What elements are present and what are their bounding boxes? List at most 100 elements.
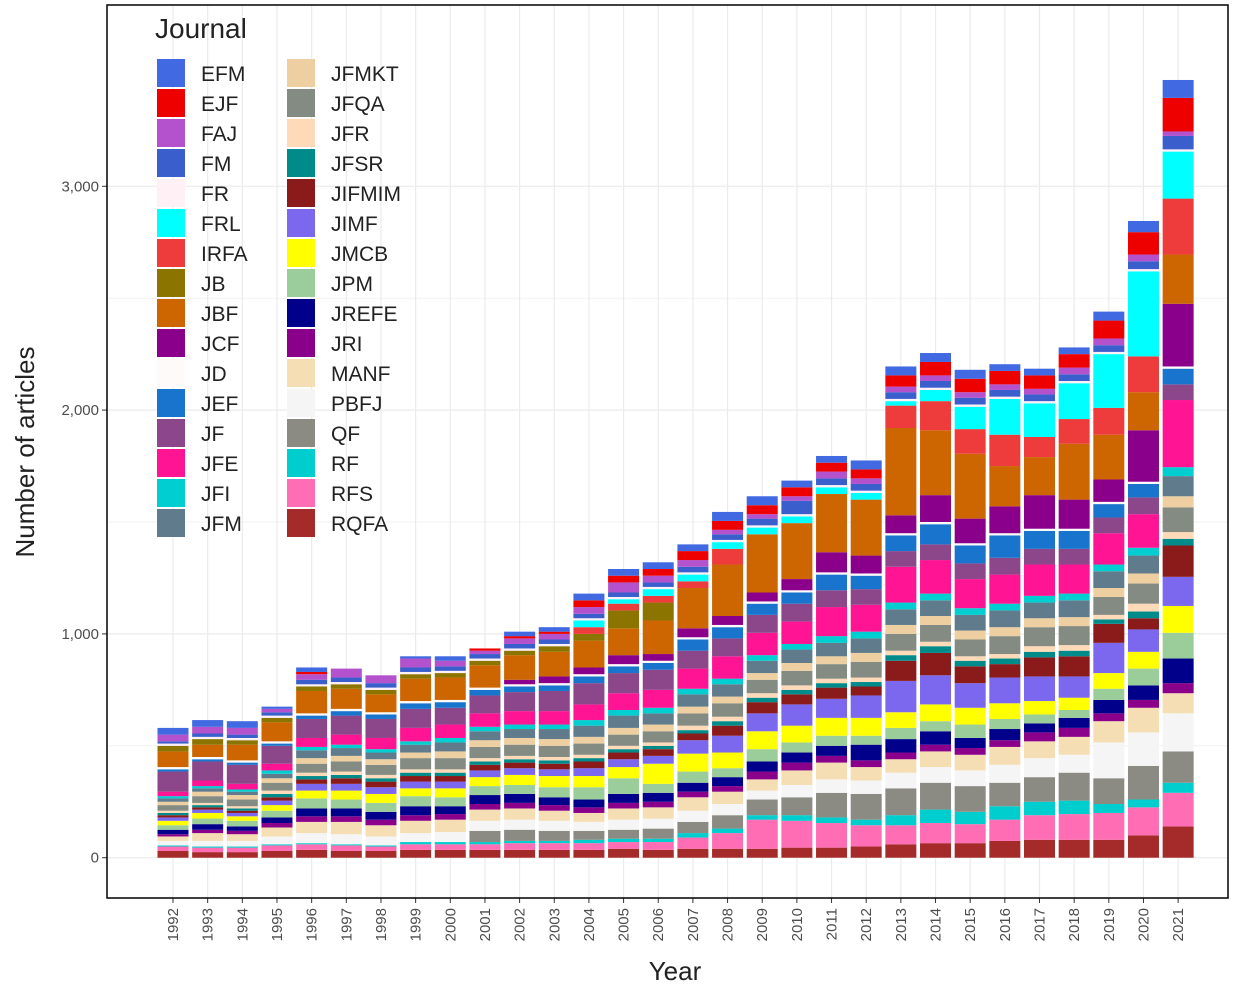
bar-segment — [538, 776, 570, 788]
legend-swatch — [157, 179, 185, 207]
bar-segment — [226, 810, 258, 813]
bar-segment — [608, 842, 640, 849]
bar-segment — [746, 527, 778, 535]
bar-segment — [261, 773, 293, 779]
bar-segment — [365, 802, 397, 812]
bar-segment — [538, 797, 570, 806]
bar-segment — [1162, 135, 1194, 150]
bar-segment — [261, 770, 293, 774]
bar-segment — [538, 769, 570, 777]
bar-segment — [850, 695, 882, 718]
bar-segment — [746, 693, 778, 698]
bar-segment — [816, 847, 848, 858]
bar-segment — [434, 707, 466, 725]
bar-segment — [885, 752, 917, 760]
bar-segment — [920, 624, 952, 642]
bar-segment — [192, 829, 224, 834]
bar-segment — [226, 791, 258, 796]
bar-segment — [677, 572, 709, 575]
bar-segment — [1024, 714, 1055, 724]
bar-segment — [850, 555, 882, 574]
bar-segment — [1127, 573, 1159, 584]
bar-segment — [538, 683, 570, 686]
bar-segment — [608, 628, 640, 656]
bar-segment — [157, 825, 189, 830]
bar-segment — [434, 724, 466, 738]
bar-segment — [850, 682, 882, 687]
bar-segment — [538, 739, 570, 746]
bar-segment — [850, 492, 882, 500]
bar-segment — [538, 711, 570, 725]
bar-segment — [1127, 618, 1159, 630]
bar-segment — [1058, 772, 1090, 801]
bar-segment — [850, 469, 882, 479]
legend-swatch — [287, 509, 315, 537]
bar-segment — [781, 487, 813, 497]
bar-segment — [642, 562, 674, 569]
bar-segment — [954, 453, 986, 519]
bar-segment — [642, 801, 674, 808]
bar-segment — [330, 774, 362, 779]
bar-segment — [157, 751, 189, 768]
bar-segment — [850, 677, 882, 683]
bar-segment — [192, 726, 224, 734]
bar-segment — [746, 525, 778, 528]
bar-segment — [608, 582, 640, 593]
bar-segment — [677, 740, 709, 754]
bar-segment — [573, 633, 605, 641]
bar-segment — [608, 664, 640, 667]
bar-segment — [434, 769, 466, 773]
bar-segment — [504, 684, 536, 687]
bar-segment — [296, 783, 328, 791]
bar-segment — [573, 704, 605, 721]
bar-segment — [504, 737, 536, 745]
bar-segment — [400, 758, 432, 770]
bar-segment — [608, 715, 640, 728]
bar-segment — [400, 806, 432, 816]
bar-segment — [1162, 605, 1194, 633]
bar-segment — [1024, 368, 1055, 376]
bar-segment — [677, 650, 709, 669]
bar-segment — [1127, 799, 1159, 808]
bar-segment — [573, 720, 605, 726]
legend-label: JIMF — [331, 213, 378, 236]
bar-segment — [816, 683, 848, 688]
bar-segment — [1058, 381, 1090, 384]
bar-segment — [920, 721, 952, 732]
bar-segment — [1093, 614, 1125, 620]
bar-segment — [330, 790, 362, 800]
legend-label: JFE — [201, 453, 238, 476]
bar-segment — [1162, 476, 1194, 497]
bar-segment — [642, 828, 674, 839]
bar-segment — [157, 851, 189, 858]
legend-swatch — [157, 59, 185, 87]
bar-segment — [434, 666, 466, 671]
bar-segment — [746, 601, 778, 604]
bar-segment — [954, 429, 986, 454]
bar-segment — [1162, 400, 1194, 468]
bar-segment — [1058, 626, 1090, 646]
bar-segment — [330, 684, 362, 689]
bar-segment — [400, 752, 432, 759]
bar-segment — [989, 603, 1021, 611]
bar-segment — [296, 790, 328, 799]
bar-segment — [400, 656, 432, 659]
bar-segment — [1127, 835, 1159, 858]
bar-segment — [608, 610, 640, 629]
bar-segment — [1093, 778, 1125, 804]
bar-segment — [400, 820, 432, 834]
bar-segment — [192, 720, 224, 727]
bar-segment — [954, 579, 986, 609]
bar-segment — [1127, 732, 1159, 766]
bar-segment — [1127, 254, 1159, 262]
bar-segment — [642, 783, 674, 793]
bar-segment — [642, 707, 674, 714]
bar-segment — [157, 741, 189, 744]
bar-segment — [157, 796, 189, 799]
bar-segment — [469, 658, 501, 661]
bar-segment — [400, 671, 432, 675]
bar-segment — [642, 595, 674, 603]
bar-segment — [989, 658, 1021, 665]
bar-segment — [677, 833, 709, 838]
bar-segment — [296, 690, 328, 714]
